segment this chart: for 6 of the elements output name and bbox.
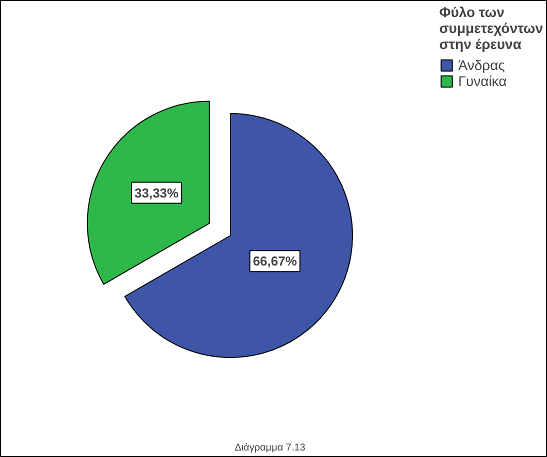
legend-title: Φύλο των συμμετεχόντων στην έρευνα	[439, 4, 543, 52]
data-label: 33,33%	[134, 185, 180, 200]
legend-label: Γυναίκα	[458, 73, 507, 89]
legend-label: Άνδρας	[458, 57, 505, 73]
text: Διάγραμμα 7.13	[234, 442, 306, 454]
data-label: 66,67%	[252, 254, 298, 269]
